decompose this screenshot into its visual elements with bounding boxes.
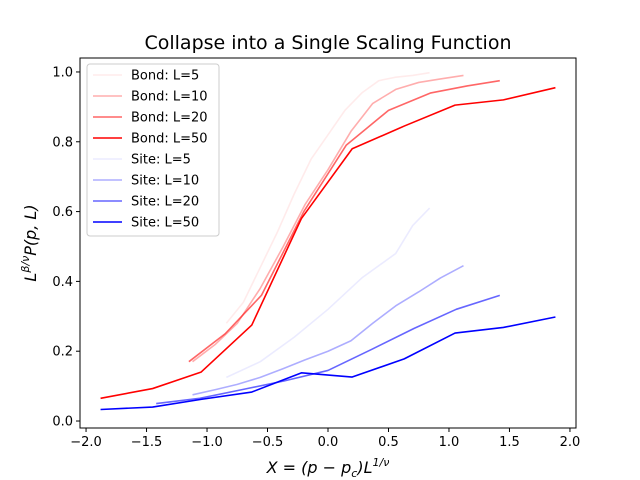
x-tick-label-6: 1.0 <box>439 435 460 450</box>
y-tick-label-5: 1.0 <box>52 65 73 80</box>
legend-label-3: Bond: L=50 <box>131 132 208 147</box>
legend-label-4: Site: L=5 <box>131 153 191 168</box>
y-tick-label-3: 0.6 <box>52 205 73 220</box>
x-tick-label-5: 0.5 <box>378 435 399 450</box>
series-line-3 <box>100 86 556 400</box>
y-tick-label-4: 0.8 <box>52 135 73 150</box>
legend-label-1: Bond: L=10 <box>131 90 208 105</box>
y-axis-ticks: 0.0 0.2 0.4 0.6 0.8 1.0 <box>52 65 80 430</box>
series-line-0 <box>225 71 430 324</box>
y-tick-label-0: 0.0 <box>52 415 73 430</box>
legend-label-6: Site: L=20 <box>131 195 199 210</box>
legend-label-5: Site: L=10 <box>131 174 199 189</box>
x-tick-label-3: −0.5 <box>252 435 284 450</box>
y-axis-label-main: P(p, L) <box>21 204 40 255</box>
legend-frame <box>86 63 220 237</box>
series-line-4 <box>226 207 431 379</box>
x-tick-label-0: −2.0 <box>70 435 102 450</box>
x-axis-ticks: −2.0 −1.5 −1.0 −0.5 0.0 0.5 1.0 1.5 2.0 <box>70 428 580 450</box>
legend-label-7: Site: L=50 <box>131 216 199 231</box>
x-tick-label-8: 2.0 <box>560 435 581 450</box>
y-tick-label-1: 0.2 <box>52 345 73 360</box>
y-tick-label-2: 0.4 <box>52 275 73 290</box>
y-axis-label-superscript: β/ν <box>19 256 32 274</box>
x-tick-label-2: −1.0 <box>191 435 223 450</box>
chart-title: Collapse into a Single Scaling Function <box>144 32 511 54</box>
series-line-2 <box>188 79 500 363</box>
series-line-7 <box>100 316 556 411</box>
x-axis-label: X = (p − pc)L1/ν <box>266 456 390 480</box>
series-line-1 <box>192 74 464 363</box>
legend-label-2: Bond: L=20 <box>131 111 208 126</box>
series-line-5 <box>192 264 464 396</box>
x-tick-label-7: 1.5 <box>499 435 520 450</box>
x-tick-label-1: −1.5 <box>131 435 163 450</box>
x-axis-label-subscript: c <box>351 467 357 480</box>
x-axis-label-middle: )L <box>356 458 372 477</box>
series-line-6 <box>156 294 501 405</box>
y-axis-label: Lβ/νP(p, L) <box>19 204 40 281</box>
x-axis-label-superscript: 1/ν <box>373 456 390 469</box>
x-tick-label-4: 0.0 <box>318 435 339 450</box>
legend: Bond: L=5 Bond: L=10 Bond: L=20 Bond: L=50 S… <box>86 63 220 237</box>
y-axis-label-base: L <box>21 273 40 282</box>
legend-label-0: Bond: L=5 <box>131 69 199 84</box>
series-lines <box>100 71 556 411</box>
x-axis-label-main: X = (p − p <box>266 458 352 477</box>
